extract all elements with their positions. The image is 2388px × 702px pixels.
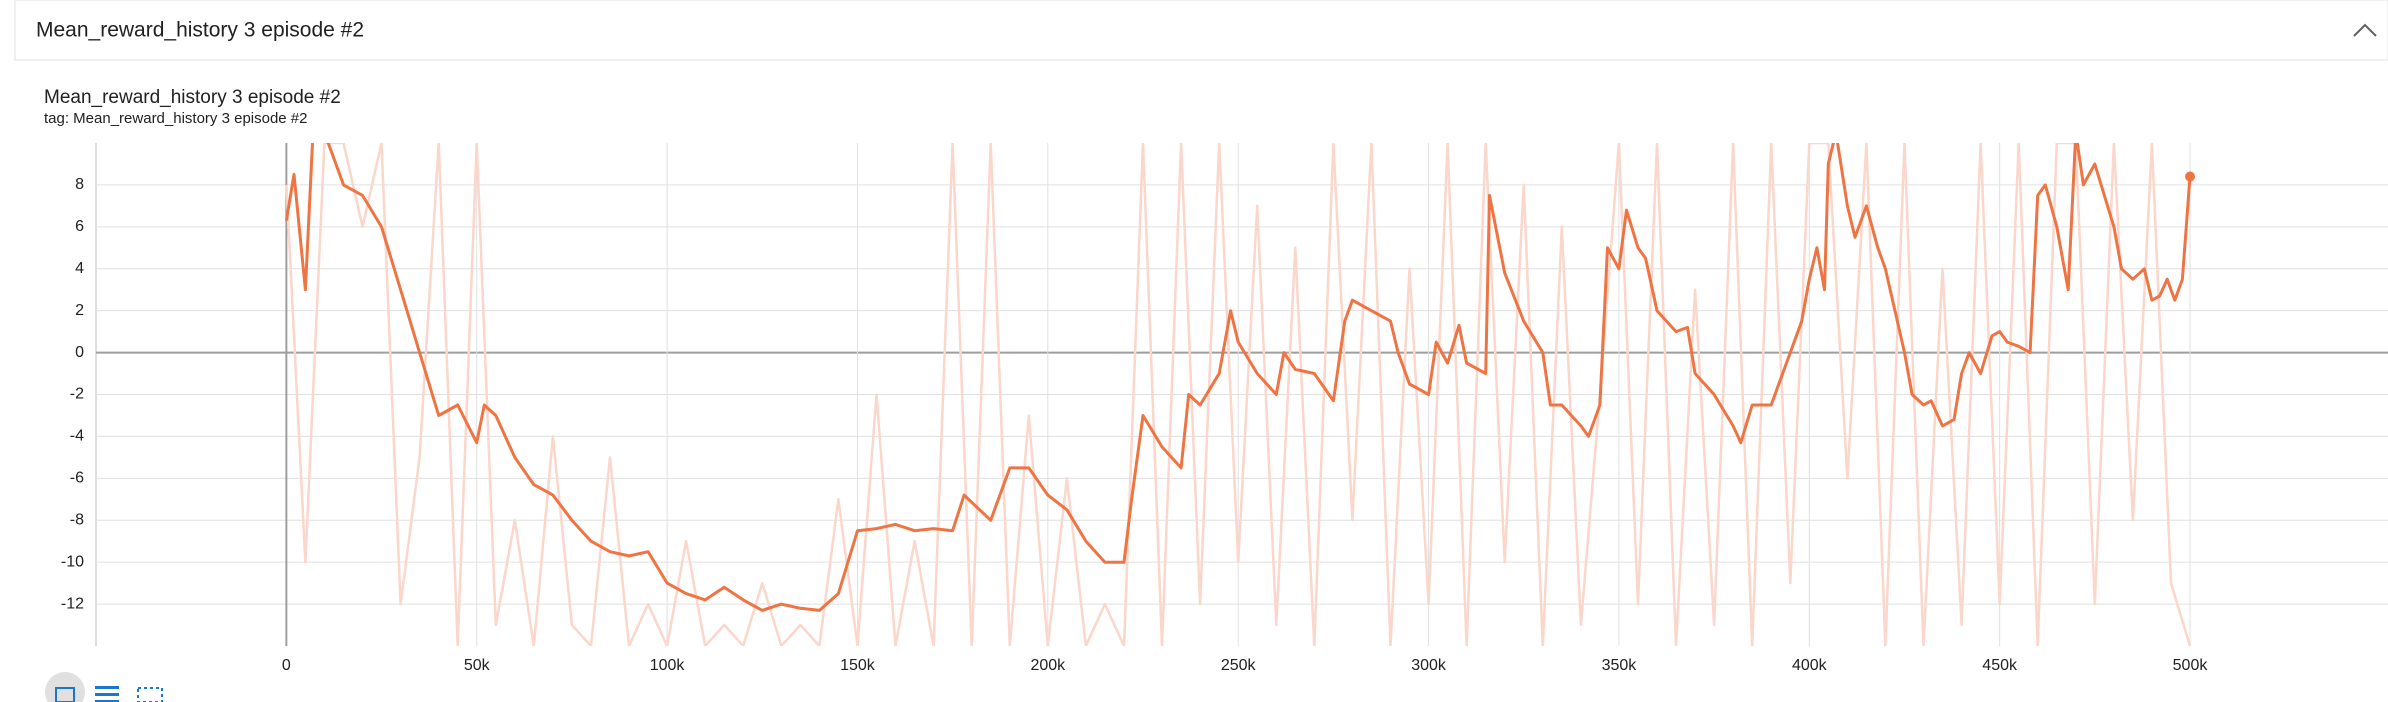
x-tick-label: 0 [282, 657, 291, 674]
tick-labels: -12 -10 -8 -6 -4 -2 0 2 4 6 8 0 50k 100k 150k 200k 250k 3… [61, 176, 2208, 674]
raw-line [285, 143, 2192, 646]
y-tick-label: -2 [70, 386, 84, 403]
x-tick-label: 400k [1792, 657, 1828, 674]
fit-icon [55, 687, 75, 702]
collapse-icon[interactable] [2353, 23, 2377, 37]
y-tick-label: 8 [75, 176, 84, 193]
select-button[interactable] [137, 687, 163, 702]
y-tick-label: -6 [70, 470, 84, 487]
x-tick-label: 350k [1602, 657, 1638, 674]
x-tick-label: 150k [840, 657, 876, 674]
y-tick-label: 0 [75, 344, 84, 361]
panel-title: Mean_reward_history 3 episode #2 [36, 19, 364, 42]
y-tick-label: 2 [75, 302, 84, 319]
last-point [2185, 171, 2196, 182]
grid [95, 143, 2388, 646]
panel-header[interactable] [14, 0, 2388, 61]
y-tick-label: -10 [61, 553, 84, 570]
x-tick-label: 300k [1411, 657, 1447, 674]
y-tick-label: 6 [75, 218, 84, 235]
chart-title: Mean_reward_history 3 episode #2 [44, 87, 341, 108]
x-tick-label: 450k [1982, 657, 2018, 674]
x-tick-label: 200k [1030, 657, 1066, 674]
y-tick-label: -8 [70, 511, 84, 528]
list-button[interactable] [95, 686, 119, 702]
y-tick-label: -12 [61, 595, 84, 612]
x-tick-label: 250k [1221, 657, 1257, 674]
y-tick-label: 4 [75, 260, 84, 277]
x-tick-label: 50k [464, 657, 491, 674]
y-tick-label: -4 [70, 428, 84, 445]
smoothed-line [284, 143, 2192, 612]
x-tick-label: 100k [650, 657, 686, 674]
x-tick-label: 500k [2173, 657, 2209, 674]
chart-subtitle: tag: Mean_reward_history 3 episode #2 [44, 110, 308, 127]
plot-area [284, 143, 2196, 646]
